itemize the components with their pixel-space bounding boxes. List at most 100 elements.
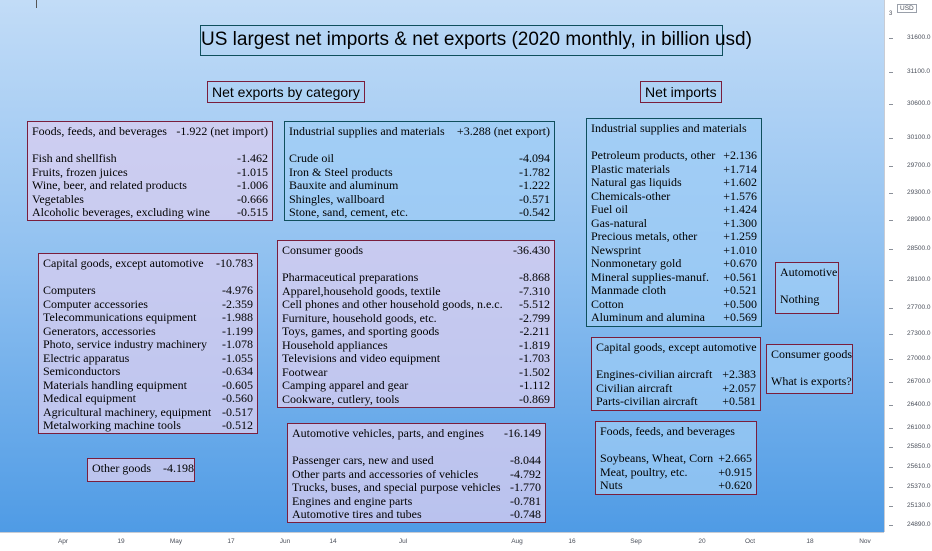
box-row: Fuel oil +1.424 <box>591 202 757 217</box>
box-automotive-export[interactable]: Automotive vehicles, parts, and engines -… <box>287 423 546 523</box>
row-value: +1.602 <box>723 175 757 189</box>
box-row: Soybeans, Wheat, Corn +2.665 <box>600 451 752 466</box>
row-name: Generators, accessories <box>43 323 156 338</box>
box-header-name: Foods, feeds, and beverages <box>32 124 167 138</box>
row-name: Household appliances <box>282 337 388 352</box>
box-header-value: -36.430 <box>513 243 550 257</box>
box-row: Metalworking machine tools -0.512 <box>43 418 253 433</box>
row-value: +2.665 <box>718 451 752 465</box>
row-name: Crude oil <box>289 151 334 165</box>
row-value: +1.259 <box>723 229 757 243</box>
row-name: Vegetables <box>32 191 84 206</box>
box-header-name: Foods, feeds, and beverages <box>600 424 735 438</box>
box-row: Electric apparatus -1.055 <box>43 350 253 366</box>
row-value: -0.781 <box>510 493 541 508</box>
price-tick-label: 24890.0 <box>907 521 931 528</box>
row-value: -2.799 <box>519 310 550 325</box>
box-header-name: Other goods <box>92 461 151 475</box>
price-tick-label: 31100.0 <box>907 68 931 75</box>
box-consumer-import[interactable]: Consumer goods What is exports? <box>766 344 853 394</box>
box-row: Computers -4.976 <box>43 283 253 298</box>
price-axis[interactable]: 3 USD 31600.0 31100.0 30600.0 30100.0 29700.… <box>884 0 932 532</box>
section-net-exports: Net exports by category <box>207 81 365 103</box>
row-value: -0.666 <box>237 191 268 206</box>
box-row: Fruits, frozen juices -1.015 <box>32 164 268 180</box>
row-value: -0.515 <box>237 205 268 219</box>
price-tick-label: 29700.0 <box>907 162 931 169</box>
section-net-imports: Net imports <box>640 81 722 103</box>
box-row: Vegetables -0.666 <box>32 191 268 207</box>
box-header-name: Automotive <box>780 265 838 279</box>
box-header: Automotive <box>780 265 838 280</box>
row-name: Medical equipment <box>43 391 136 405</box>
row-name: Engines-civilian aircraft <box>596 367 713 381</box>
time-tick-label: Oct <box>744 538 756 545</box>
row-name: Fruits, frozen juices <box>32 164 128 179</box>
box-industrial-import[interactable]: Industrial supplies and materials Petrole… <box>586 118 762 327</box>
box-capital-export[interactable]: Capital goods, except automotive -10.783 C… <box>38 253 258 434</box>
row-name: Nonmonetary gold <box>591 256 682 270</box>
box-foods-export[interactable]: Foods, feeds, and beverages -1.922 (net i… <box>27 121 273 221</box>
row-name: Engines and engine parts <box>292 493 413 508</box>
price-tick-mark <box>889 104 893 105</box>
row-name: Natural gas liquids <box>591 175 682 189</box>
box-automotive-import[interactable]: Automotive Nothing <box>775 262 839 314</box>
price-tick-label: 27300.0 <box>907 330 931 337</box>
row-value: +0.670 <box>723 256 757 270</box>
row-value: -7.310 <box>519 283 550 298</box>
box-row: Mineral supplies-manuf. +0.561 <box>591 270 757 285</box>
box-row: Cotton +0.500 <box>591 296 757 312</box>
row-value: +2.057 <box>722 380 756 395</box>
box-capital-import[interactable]: Capital goods, except automotive Engines-… <box>591 337 761 411</box>
row-name: Civilian aircraft <box>596 380 673 395</box>
row-value: -1.819 <box>519 337 550 352</box>
box-row: Aluminum and alumina +0.569 <box>591 310 757 325</box>
row-name: Wine, beer, and related products <box>32 178 187 192</box>
crosshair-line <box>36 0 37 8</box>
row-name: Computer accessories <box>43 296 148 311</box>
box-row: Televisions and video equipment -1.703 <box>282 351 550 366</box>
box-row: Fish and shellfish -1.462 <box>32 151 268 166</box>
price-tick-label: 26700.0 <box>907 378 931 385</box>
row-name: Footwear <box>282 364 328 379</box>
box-row: Cookware, cutlery, tools -0.869 <box>282 392 550 407</box>
box-row: Parts-civilian aircraft +0.581 <box>596 394 756 409</box>
row-name: Photo, service industry machinery <box>43 337 207 351</box>
box-row: Nothing <box>780 292 834 307</box>
price-tick-mark <box>889 428 893 429</box>
row-value: -1.502 <box>519 364 550 379</box>
price-tick-label: 28500.0 <box>907 245 931 252</box>
time-tick-label: Jun <box>279 538 291 545</box>
box-consumer-export[interactable]: Consumer goods -36.430 Pharmaceutical prep… <box>277 240 555 408</box>
row-name: Trucks, buses, and special purpose vehic… <box>292 480 501 494</box>
price-axis-top-tick: 3 <box>889 11 893 17</box>
box-row: Engines and engine parts -0.781 <box>292 493 541 509</box>
row-value: -1.055 <box>222 350 253 365</box>
row-value: -0.542 <box>519 205 550 219</box>
row-name: Plastic materials <box>591 161 670 176</box>
box-industrial-export[interactable]: Industrial supplies and materials +3.288 … <box>284 121 555 221</box>
price-tick-label: 31600.0 <box>907 34 931 41</box>
row-name: Petroleum products, other <box>591 148 716 162</box>
box-header-name: Consumer goods <box>282 243 363 257</box>
row-name: Metalworking machine tools <box>43 418 181 432</box>
price-tick-label: 25850.0 <box>907 443 931 450</box>
row-name: What is exports? <box>771 374 852 388</box>
row-name: Cotton <box>591 296 624 311</box>
price-tick-mark <box>889 220 893 221</box>
box-foods-import[interactable]: Foods, feeds, and beverages Soybeans, Whe… <box>595 421 757 495</box>
time-axis[interactable]: Apr 19 May 17 Jun 14 Jul Aug 16 Sep 20 Oct 18 Nov <box>0 532 884 551</box>
box-row: Engines-civilian aircraft +2.383 <box>596 367 756 382</box>
row-name: Alcoholic beverages, excluding wine <box>32 205 210 219</box>
chart-canvas[interactable]: US largest net imports & net exports (20… <box>0 0 884 532</box>
row-name: Cell phones and other household goods, n… <box>282 297 503 311</box>
box-header-value: +3.288 (net export) <box>456 124 550 138</box>
box-header: Capital goods, except automotive -10.783 <box>43 256 253 271</box>
box-header-value: -1.922 (net import) <box>176 124 268 138</box>
row-value: -0.605 <box>222 377 253 392</box>
box-row: Precious metals, other +1.259 <box>591 229 757 244</box>
box-other-export[interactable]: Other goods -4.198 <box>87 458 195 482</box>
row-name: Bauxite and aluminum <box>289 178 399 192</box>
currency-badge[interactable]: USD <box>897 4 917 13</box>
box-header: Other goods -4.198 <box>92 461 194 476</box>
